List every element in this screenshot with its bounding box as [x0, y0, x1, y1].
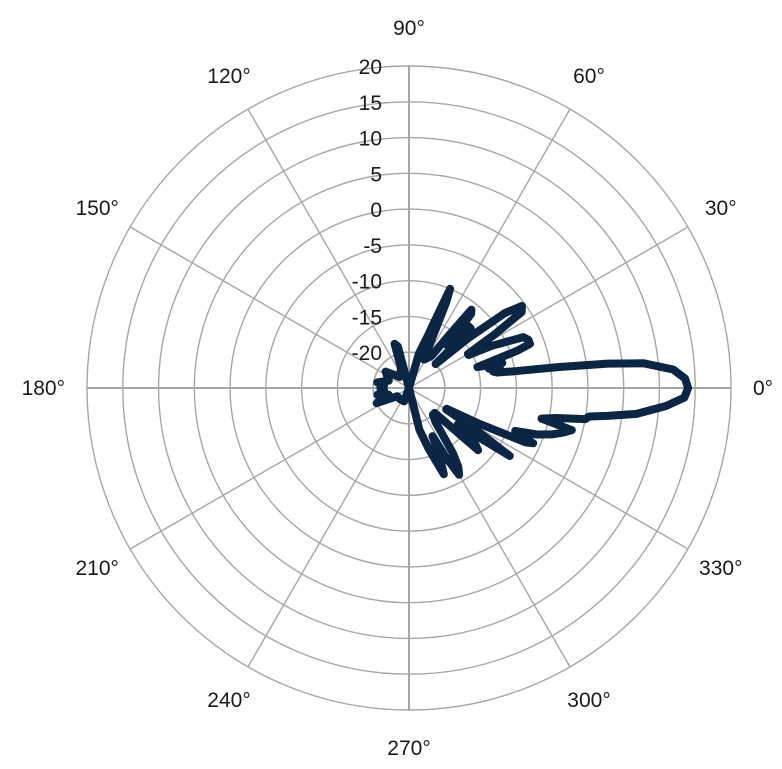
grid-spoke: [129, 387, 410, 550]
radial-tick-label: -10: [352, 271, 382, 294]
radial-tick-label: 15: [359, 92, 382, 115]
radial-tick-label: 5: [370, 163, 382, 186]
grid-spoke: [247, 108, 410, 389]
angle-tick-label: 60°: [573, 65, 605, 88]
angle-tick-label: 210°: [76, 557, 119, 580]
angle-tick-label: 240°: [207, 689, 250, 712]
radial-tick-label: 10: [359, 128, 382, 151]
angle-tick-label: 0°: [753, 377, 773, 400]
radial-tick-label: -20: [352, 342, 382, 365]
series-layer: [372, 284, 693, 479]
series-line: [372, 284, 693, 479]
grid-spoke: [408, 108, 571, 389]
radial-tick-label: 20: [359, 56, 382, 79]
radial-tick-label: -5: [363, 235, 382, 258]
angle-tick-label: 90°: [393, 17, 425, 40]
angle-tick-label: 150°: [76, 197, 119, 220]
angle-tick-label: 300°: [567, 689, 610, 712]
angle-tick-label: 330°: [699, 557, 742, 580]
radial-tick-label: -15: [352, 306, 382, 329]
angle-tick-label: 270°: [387, 737, 430, 760]
grid-spoke: [247, 387, 410, 668]
angle-tick-label: 180°: [22, 377, 65, 400]
grid-spoke: [408, 226, 689, 389]
angle-tick-label: 120°: [207, 65, 250, 88]
angle-tick-label: 30°: [705, 197, 737, 220]
label-layer: 0° 30° 60° 90° 120° 150° 180° 210° 240° 270° 300° 3…: [22, 17, 774, 760]
grid-spoke: [129, 226, 410, 389]
radial-tick-label: 0: [370, 199, 382, 222]
